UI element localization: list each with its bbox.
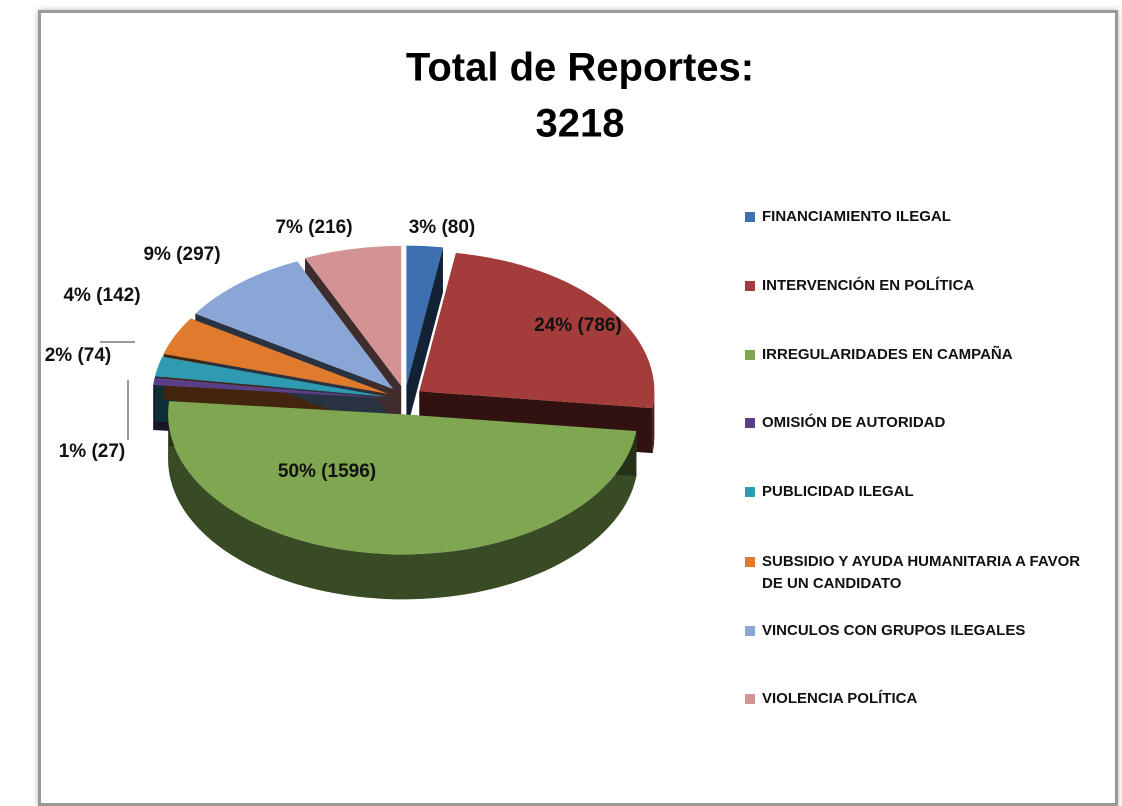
legend-label: PUBLICIDAD ILEGAL [762,483,914,500]
legend-item: FINANCIAMIENTO ILEGAL [745,206,1102,228]
data-label: 4% (142) [63,285,140,306]
legend-item: IRREGULARIDADES EN CAMPAÑA [745,344,1102,366]
legend-item: PUBLICIDAD ILEGAL [745,481,1102,503]
legend-swatch [745,350,755,360]
slice-cut [406,247,443,431]
legend-label: FINANCIAMIENTO ILEGAL [762,208,951,225]
legend-label: OMISIÓN DE AUTORIDAD [762,414,946,431]
data-label: 1% (27) [59,441,126,462]
legend-label: VINCULOS CON GRUPOS ILEGALES [762,622,1026,639]
slice [153,377,388,399]
slice [419,253,655,409]
legend-label: SUBSIDIO Y AYUDA HUMANITARIA A FAVOR DE … [762,553,1081,592]
legend-swatch [745,281,755,291]
leader-line [100,341,135,440]
legend-swatch [745,487,755,497]
legend-label: VIOLENCIA POLÍTICA [762,690,918,707]
legend-swatch [745,626,755,636]
legend-swatch [745,418,755,428]
slice [168,401,637,555]
data-label: 2% (74) [45,345,112,366]
chart: Total de Reportes: 3218 3% (80) 24% (786)… [45,46,754,600]
legend-label: IRREGULARIDADES EN CAMPAÑA [762,346,1013,363]
legend-item: INTERVENCIÓN EN POLÍTICA [745,275,1102,297]
data-label: 3% (80) [409,217,476,238]
slice [195,261,394,390]
legend-item: VIOLENCIA POLÍTICA [745,688,1102,710]
chart-title: Total de Reportes: [406,46,754,90]
legend-swatch [745,694,755,704]
legend-swatch [745,212,755,222]
legend-item: OMISIÓN DE AUTORIDAD [745,412,1102,434]
slice-side [652,391,655,454]
data-label: 9% (297) [143,244,220,265]
data-label: 50% (1596) [278,461,376,482]
slice-side [168,414,637,600]
legend-item: SUBSIDIO Y AYUDA HUMANITARIA A FAVOR DE … [745,551,1102,595]
slice [163,318,389,394]
pie-tops [153,245,655,555]
slice [154,356,388,397]
legend-swatch [745,557,755,567]
chart-subtitle: 3218 [536,102,625,146]
legend-label: INTERVENCIÓN EN POLÍTICA [762,277,975,294]
legend-item: VINCULOS CON GRUPOS ILEGALES [745,620,1102,642]
slice [406,245,443,386]
slice [305,245,402,386]
data-label: 7% (216) [275,217,352,238]
data-label: 24% (786) [534,315,622,336]
